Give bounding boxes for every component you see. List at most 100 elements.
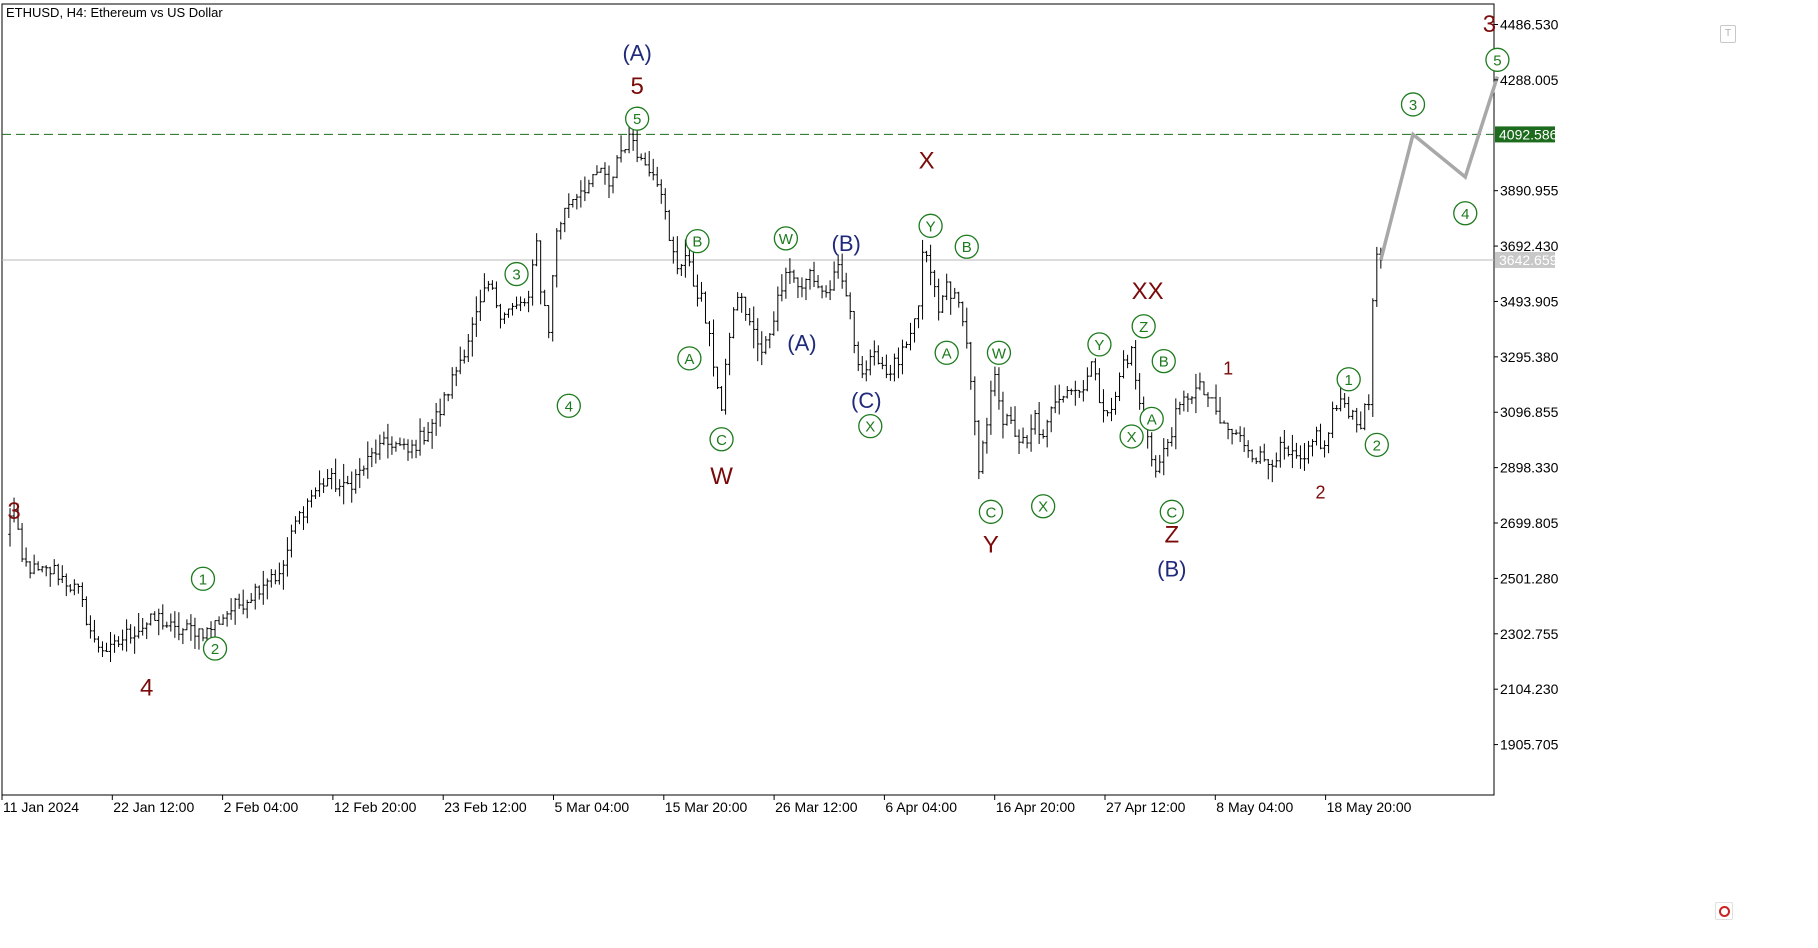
svg-text:(B): (B) [832, 231, 861, 256]
ohlc-bar [1371, 298, 1375, 417]
ohlc-bar [864, 360, 869, 382]
ohlc-bar [562, 207, 567, 233]
wave-label-circled: A [677, 346, 702, 371]
svg-text:B: B [692, 234, 702, 251]
y-tick: 3096.855 [1494, 404, 1559, 420]
ohlc-bar [707, 321, 712, 347]
svg-text:2: 2 [211, 641, 219, 658]
ohlc-bar [48, 566, 53, 587]
y-tick: 3295.380 [1494, 349, 1559, 365]
ohlc-bar [759, 331, 764, 366]
ohlc-bar [768, 333, 772, 349]
x-tick: 27 Apr 12:00 [1104, 795, 1186, 815]
svg-text:1: 1 [1345, 372, 1353, 389]
svg-text:XX: XX [1132, 278, 1164, 305]
wave-label-circled: C [709, 427, 734, 452]
record-icon[interactable] [1715, 902, 1733, 920]
x-tick: 23 Feb 12:00 [442, 795, 527, 815]
ohlc-bar [751, 306, 756, 349]
ohlc-bar [1017, 429, 1021, 454]
ohlc-bar [1029, 414, 1033, 452]
ohlc-bar [345, 475, 350, 485]
wave-label: 1 [1223, 358, 1233, 378]
ohlc-bar [112, 634, 117, 653]
ohlc-bar [1258, 446, 1263, 464]
svg-text:Z: Z [1164, 522, 1179, 549]
ohlc-bar [567, 193, 571, 219]
ohlc-bar [1097, 368, 1102, 404]
x-tick: 8 May 04:00 [1214, 795, 1294, 815]
ohlc-bar [1049, 406, 1053, 433]
ohlc-bar [695, 274, 700, 307]
ohlc-bar [169, 613, 173, 632]
wave-label-circled: Y [918, 213, 943, 238]
ohlc-bar [687, 249, 692, 267]
wave-label-circled: 5 [1485, 47, 1510, 72]
ohlc-bar [486, 280, 491, 292]
ohlc-bar [663, 188, 668, 220]
ohlc-bar [812, 261, 816, 288]
ohlc-bar [241, 589, 245, 615]
ohlc-bar [1013, 406, 1017, 437]
ohlc-bar [68, 584, 73, 593]
ohlc-bar [611, 176, 615, 194]
wave-label-circled: X [1119, 424, 1144, 449]
y-tick: 2699.805 [1494, 515, 1559, 531]
svg-text:C: C [1166, 504, 1177, 521]
ohlc-bar [466, 334, 471, 363]
ohlc-bar [964, 307, 969, 349]
ohlc-bar [1238, 426, 1242, 443]
ohlc-bar [12, 497, 16, 523]
ohlc-bar [148, 613, 153, 626]
ohlc-bar [587, 179, 591, 194]
wave-label: (A) [787, 331, 816, 356]
wave-label-circled: 1 [190, 566, 216, 591]
ohlc-bar [715, 366, 720, 390]
svg-text:W: W [710, 463, 733, 490]
ohlc-bar [735, 292, 740, 311]
ohlc-bar [442, 392, 446, 416]
ohlc-bar [297, 510, 302, 525]
ohlc-bar [301, 506, 306, 530]
ohlc-bar [1282, 430, 1287, 460]
ohlc-bar [659, 179, 664, 204]
ohlc-bar [981, 440, 985, 474]
svg-text:W: W [992, 345, 1007, 362]
ohlc-bar [888, 364, 893, 381]
ohlc-bar [792, 269, 796, 283]
ohlc-bar [739, 293, 744, 313]
ohlc-bar [627, 125, 631, 154]
ohlc-bar [1041, 429, 1045, 439]
ohlc-bar [1234, 429, 1238, 435]
ohlc-bar [325, 469, 330, 487]
svg-text:4: 4 [565, 398, 573, 415]
ohlc-bar [1033, 410, 1037, 435]
ohlc-bar [221, 614, 225, 625]
wave-label-circled: X [858, 413, 883, 439]
ohlc-bar [848, 292, 852, 320]
ohlc-bar [498, 303, 503, 329]
plot-frame [1, 3, 1495, 796]
svg-text:8 May 04:00: 8 May 04:00 [1216, 799, 1293, 815]
y-tick: 3493.905 [1494, 293, 1559, 309]
ohlc-bar [181, 628, 185, 645]
ohlc-bar [506, 308, 511, 318]
ohlc-bar [763, 336, 768, 355]
ohlc-bar [454, 366, 459, 387]
ohlc-bar [1069, 388, 1074, 396]
ohlc-bar [1254, 457, 1259, 465]
ohlc-bar [538, 240, 543, 305]
wave-label-circled: 2 [1364, 432, 1389, 457]
ohlc-bar [534, 233, 539, 267]
scroll-to-end-button[interactable]: T [1720, 25, 1736, 43]
svg-text:A: A [1147, 411, 1157, 428]
ohlc-bar [623, 149, 627, 154]
ohlc-bar [1375, 246, 1379, 307]
ohlc-bar [800, 277, 804, 298]
ohlc-bar [1001, 391, 1005, 439]
svg-text:26 Mar 12:00: 26 Mar 12:00 [775, 799, 858, 815]
ohlc-bar [719, 386, 724, 412]
ohlc-bar [160, 604, 165, 630]
ohlc-bar [1214, 384, 1218, 415]
